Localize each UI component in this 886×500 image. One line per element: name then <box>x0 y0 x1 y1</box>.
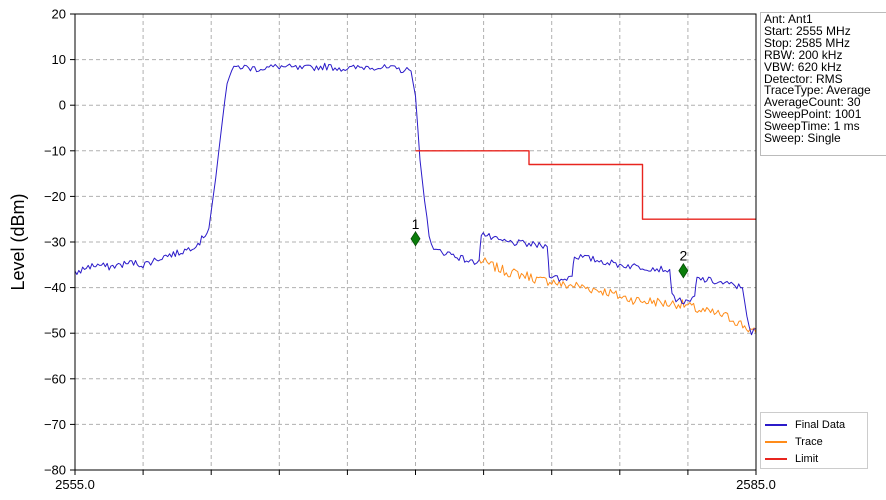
sweep-info-line: Stop: 2585 MHz <box>764 35 851 50</box>
y-tick-label: −30 <box>44 235 66 250</box>
series-line-limit <box>415 150 756 220</box>
y-tick-label: −70 <box>44 417 66 432</box>
y-tick-label: −20 <box>44 189 66 204</box>
marker-2-label: 2 <box>679 248 687 264</box>
y-tick-label: −80 <box>44 463 66 478</box>
legend-label: Trace <box>795 435 823 448</box>
marker-1-label: 1 <box>412 216 420 232</box>
series-line-final-data <box>74 62 757 336</box>
legend-label: Final Data <box>795 418 846 431</box>
y-axis: 20 10 0 −10 −20 −30 −40 −50 −60 −70 −80 <box>44 7 75 478</box>
legend-rows: Final Data Trace Limit <box>765 416 863 467</box>
y-tick-label: −40 <box>44 280 66 295</box>
sweep-info-line: Start: 2555 MHz <box>764 23 851 38</box>
y-axis-label: Level (dBm) <box>8 193 28 290</box>
sweep-info-panel: Ant: Ant1 Start: 2555 MHz Stop: 2585 MHz RB… <box>760 12 886 156</box>
sweep-info-line: Detector: RMS <box>764 71 843 86</box>
y-tick-label: 0 <box>59 98 66 113</box>
sweep-info-line: SweepPoint: 1001 <box>764 107 862 122</box>
legend-swatch <box>765 423 787 426</box>
y-tick-label: 20 <box>52 7 66 22</box>
marker-2-diamond <box>678 262 689 279</box>
x-tick-label: 2585.0 <box>736 477 776 492</box>
sweep-info-line: VBW: 620 kHz <box>764 59 842 74</box>
sweep-info-line: RBW: 200 kHz <box>764 47 843 62</box>
sweep-info-line: Ant: Ant1 <box>764 12 813 26</box>
legend-item: Final Data <box>765 416 863 433</box>
sweep-info-line: AverageCount: 30 <box>764 95 861 110</box>
marker-1-diamond <box>410 231 421 247</box>
y-tick-label: 10 <box>52 52 66 67</box>
data-series <box>74 62 757 336</box>
sweep-info-lines: Ant: Ant1 Start: 2555 MHz Stop: 2585 MHz RB… <box>764 12 886 146</box>
y-tick-label: −60 <box>44 371 66 386</box>
sweep-info-line: TraceType: Average <box>764 83 871 98</box>
x-tick-label: 2555.0 <box>55 477 95 492</box>
y-tick-label: −10 <box>44 143 66 158</box>
sweep-info-line: SweepTime: 1 ms <box>764 119 860 134</box>
y-tick-label: −50 <box>44 326 66 341</box>
markers: 12 <box>410 216 689 279</box>
sweep-info-line: Sweep: Single <box>764 131 841 146</box>
legend-swatch <box>765 440 787 443</box>
legend-swatch <box>765 457 787 460</box>
legend: Final Data Trace Limit <box>760 412 868 469</box>
legend-item: Limit <box>765 450 863 467</box>
series-line-trace <box>478 257 757 334</box>
legend-label: Limit <box>795 452 819 465</box>
legend-item: Trace <box>765 433 863 450</box>
x-axis: 2555.0 2585.0 <box>55 470 776 492</box>
